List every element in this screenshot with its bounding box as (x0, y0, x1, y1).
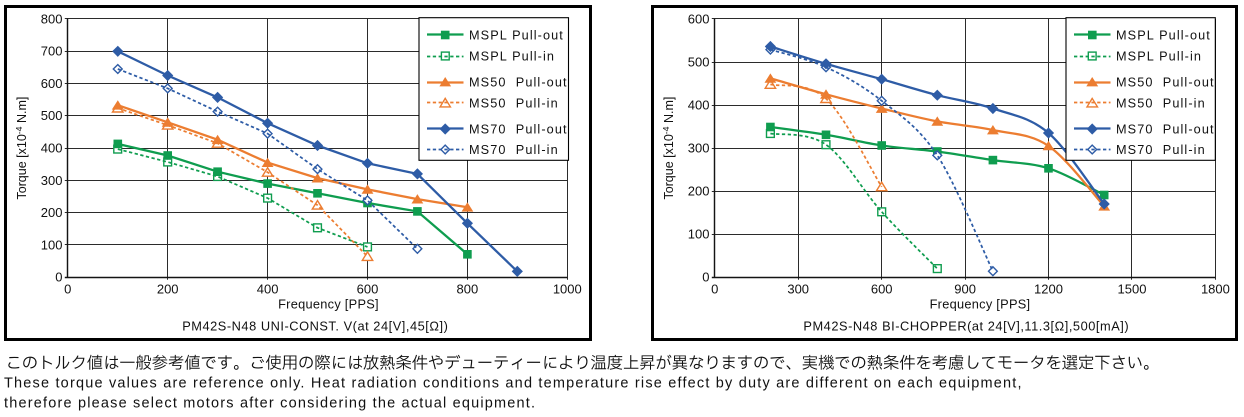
svg-text:Frequency [PPS]: Frequency [PPS] (930, 297, 1031, 312)
svg-text:PM42S-N48 BI-CHOPPER(at 24[V],: PM42S-N48 BI-CHOPPER(at 24[V],11.3[Ω],50… (803, 318, 1129, 333)
svg-text:MSPL Pull-in: MSPL Pull-in (469, 50, 555, 64)
svg-text:0: 0 (711, 282, 718, 297)
svg-text:400: 400 (688, 98, 710, 113)
svg-text:MSPL Pull-out: MSPL Pull-out (469, 29, 564, 43)
svg-text:MS50 Pull-in: MS50 Pull-in (469, 97, 559, 111)
svg-text:MS70 Pull-in: MS70 Pull-in (1116, 143, 1206, 157)
svg-text:MS50 Pull-out: MS50 Pull-out (1116, 76, 1215, 90)
svg-text:300: 300 (41, 173, 63, 188)
svg-text:1800: 1800 (1201, 282, 1230, 297)
svg-text:1000: 1000 (553, 282, 582, 297)
svg-text:MSPL Pull-out: MSPL Pull-out (1116, 29, 1211, 43)
svg-text:400: 400 (41, 141, 63, 156)
svg-text:100: 100 (41, 237, 63, 252)
svg-text:MS70 Pull-out: MS70 Pull-out (469, 123, 568, 137)
svg-text:800: 800 (41, 11, 63, 26)
svg-text:1200: 1200 (1034, 282, 1063, 297)
svg-text:600: 600 (357, 282, 379, 297)
svg-text:200: 200 (688, 184, 710, 199)
svg-text:400: 400 (257, 282, 279, 297)
svg-text:200: 200 (157, 282, 179, 297)
svg-text:MS70 Pull-out: MS70 Pull-out (1116, 123, 1215, 137)
svg-text:800: 800 (457, 282, 479, 297)
svg-text:therefore please select motors: therefore please select motors after con… (4, 396, 536, 412)
svg-text:MS50 Pull-in: MS50 Pull-in (1116, 97, 1206, 111)
svg-text:500: 500 (688, 54, 710, 69)
svg-text:MS70 Pull-in: MS70 Pull-in (469, 143, 559, 157)
svg-text:Torque [x10-4 N.m]: Torque [x10-4 N.m] (14, 97, 29, 200)
svg-text:100: 100 (688, 227, 710, 242)
svg-text:700: 700 (41, 44, 63, 59)
svg-text:600: 600 (688, 11, 710, 26)
svg-text:300: 300 (787, 282, 809, 297)
svg-text:MS50 Pull-out: MS50 Pull-out (469, 76, 568, 90)
svg-text:Frequency [PPS]: Frequency [PPS] (278, 297, 379, 312)
svg-text:0: 0 (702, 270, 709, 285)
svg-text:These torque values are refere: These torque values are reference only. … (4, 375, 1023, 391)
svg-text:MSPL Pull-in: MSPL Pull-in (1116, 50, 1202, 64)
svg-text:200: 200 (41, 205, 63, 220)
svg-text:500: 500 (41, 108, 63, 123)
svg-text:600: 600 (41, 76, 63, 91)
svg-text:300: 300 (688, 141, 710, 156)
svg-text:1500: 1500 (1118, 282, 1147, 297)
svg-text:Torque [x10-4 N.m]: Torque [x10-4 N.m] (661, 97, 676, 200)
svg-text:600: 600 (871, 282, 893, 297)
svg-text:PM42S-N48 UNI-CONST. V(at 24[V: PM42S-N48 UNI-CONST. V(at 24[V],45[Ω]) (182, 318, 448, 333)
svg-text:0: 0 (55, 270, 62, 285)
svg-text:900: 900 (954, 282, 976, 297)
svg-text:0: 0 (64, 282, 71, 297)
